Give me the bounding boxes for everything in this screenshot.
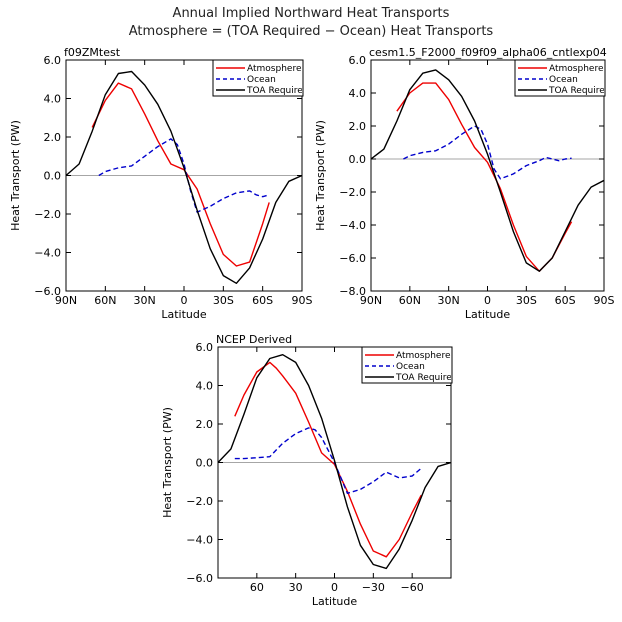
y-axis-label: Heat Transport (PW) <box>161 407 174 518</box>
y-tick-label: 4.0 <box>349 87 367 100</box>
chart-panel-2: −8.0 −6.0 −4.0 −2.0 0.0 2.0 4.0 6.0 90N 60N 30N 0 30… <box>314 46 615 321</box>
x-tick-label: 60N <box>399 294 421 307</box>
x-tick-label: 60N <box>94 294 116 307</box>
series-line-atmosphere <box>91 82 270 267</box>
series-group <box>218 354 451 570</box>
y-tick-label: −4.0 <box>339 219 366 232</box>
y-tick-label: 2.0 <box>44 131 62 144</box>
series-line-toa <box>218 354 451 570</box>
y-tick-label: 6.0 <box>196 341 214 354</box>
legend-label-atmosphere: Atmosphere <box>247 64 302 74</box>
y-tick-label: 6.0 <box>349 54 367 67</box>
panel-title: cesm1.5_F2000_f09f09_alpha06_cntlexp04 <box>369 46 607 59</box>
panel-title: NCEP Derived <box>216 333 292 346</box>
panel-title: f09ZMtest <box>64 46 121 59</box>
legend-label-toa: TOA Required <box>395 373 458 383</box>
y-tick-label: 4.0 <box>196 380 214 393</box>
y-axis-label: Heat Transport (PW) <box>9 120 22 231</box>
chart-panel-3: −6.0 −4.0 −2.0 0.0 2.0 4.0 6.0 60 30 0 −30 −60 Latit… <box>161 333 458 608</box>
series-line-toa <box>66 70 302 284</box>
y-tick-label: −8.0 <box>339 285 366 298</box>
x-tick-label: 60S <box>252 294 273 307</box>
x-tick-label: 30N <box>134 294 156 307</box>
x-tick-label: 30S <box>213 294 234 307</box>
x-tick-label: 30S <box>516 294 537 307</box>
x-tick-label: −60 <box>401 581 424 594</box>
x-axis-label: Latitude <box>465 308 511 321</box>
y-tick-label: −2.0 <box>186 495 213 508</box>
legend-label-ocean: Ocean <box>549 75 578 85</box>
x-tick-label: 90S <box>594 294 615 307</box>
series-line-ocean <box>234 427 422 494</box>
figure-title-line2: Atmosphere = (TOA Required − Ocean) Heat… <box>128 24 494 39</box>
y-tick-label: −6.0 <box>339 252 366 265</box>
x-tick-label: 90N <box>360 294 382 307</box>
x-tick-label: 90N <box>55 294 77 307</box>
chart-panel-1: −6.0 −4.0 −2.0 0.0 2.0 4.0 6.0 90N 60N 30N 0 30S 60S… <box>9 46 313 321</box>
y-tick-label: 0.0 <box>196 457 214 470</box>
y-tick-label: 0.0 <box>44 170 62 183</box>
x-tick-label: 0 <box>331 581 338 594</box>
legend-label-atmosphere: Atmosphere <box>549 64 604 74</box>
x-tick-label: 30 <box>289 581 303 594</box>
series-line-toa <box>371 69 604 272</box>
x-tick-label: −30 <box>362 581 385 594</box>
series-line-ocean <box>98 138 270 213</box>
y-tick-label: −4.0 <box>186 534 213 547</box>
series-line-ocean <box>403 125 572 180</box>
legend-label-toa: TOA Required <box>548 86 611 96</box>
series-group <box>66 70 302 284</box>
y-tick-label: 6.0 <box>44 54 62 67</box>
legend-label-atmosphere: Atmosphere <box>396 351 451 361</box>
x-tick-label: 90S <box>292 294 313 307</box>
y-tick-label: −6.0 <box>34 285 61 298</box>
y-tick-label: 2.0 <box>196 418 214 431</box>
x-tick-label: 0 <box>181 294 188 307</box>
y-tick-label: −2.0 <box>339 186 366 199</box>
figure-title-line1: Annual Implied Northward Heat Transports <box>172 6 450 21</box>
legend-label-ocean: Ocean <box>396 362 425 372</box>
x-tick-label: 30N <box>438 294 460 307</box>
series-group <box>371 69 604 272</box>
x-tick-label: 60 <box>250 581 264 594</box>
x-tick-label: 60S <box>555 294 576 307</box>
y-tick-label: −6.0 <box>186 572 213 585</box>
y-tick-label: 4.0 <box>44 93 62 106</box>
x-axis-label: Latitude <box>161 308 207 321</box>
y-axis-label: Heat Transport (PW) <box>314 120 327 231</box>
series-line-atmosphere <box>396 82 573 272</box>
y-tick-label: 2.0 <box>349 120 367 133</box>
x-tick-label: 0 <box>484 294 491 307</box>
series-line-atmosphere <box>234 361 422 558</box>
y-tick-label: −2.0 <box>34 208 61 221</box>
legend-label-ocean: Ocean <box>247 75 276 85</box>
y-tick-label: −4.0 <box>34 247 61 260</box>
legend-label-toa: TOA Required <box>246 86 309 96</box>
y-tick-label: 0.0 <box>349 153 367 166</box>
x-axis-label: Latitude <box>312 595 358 608</box>
